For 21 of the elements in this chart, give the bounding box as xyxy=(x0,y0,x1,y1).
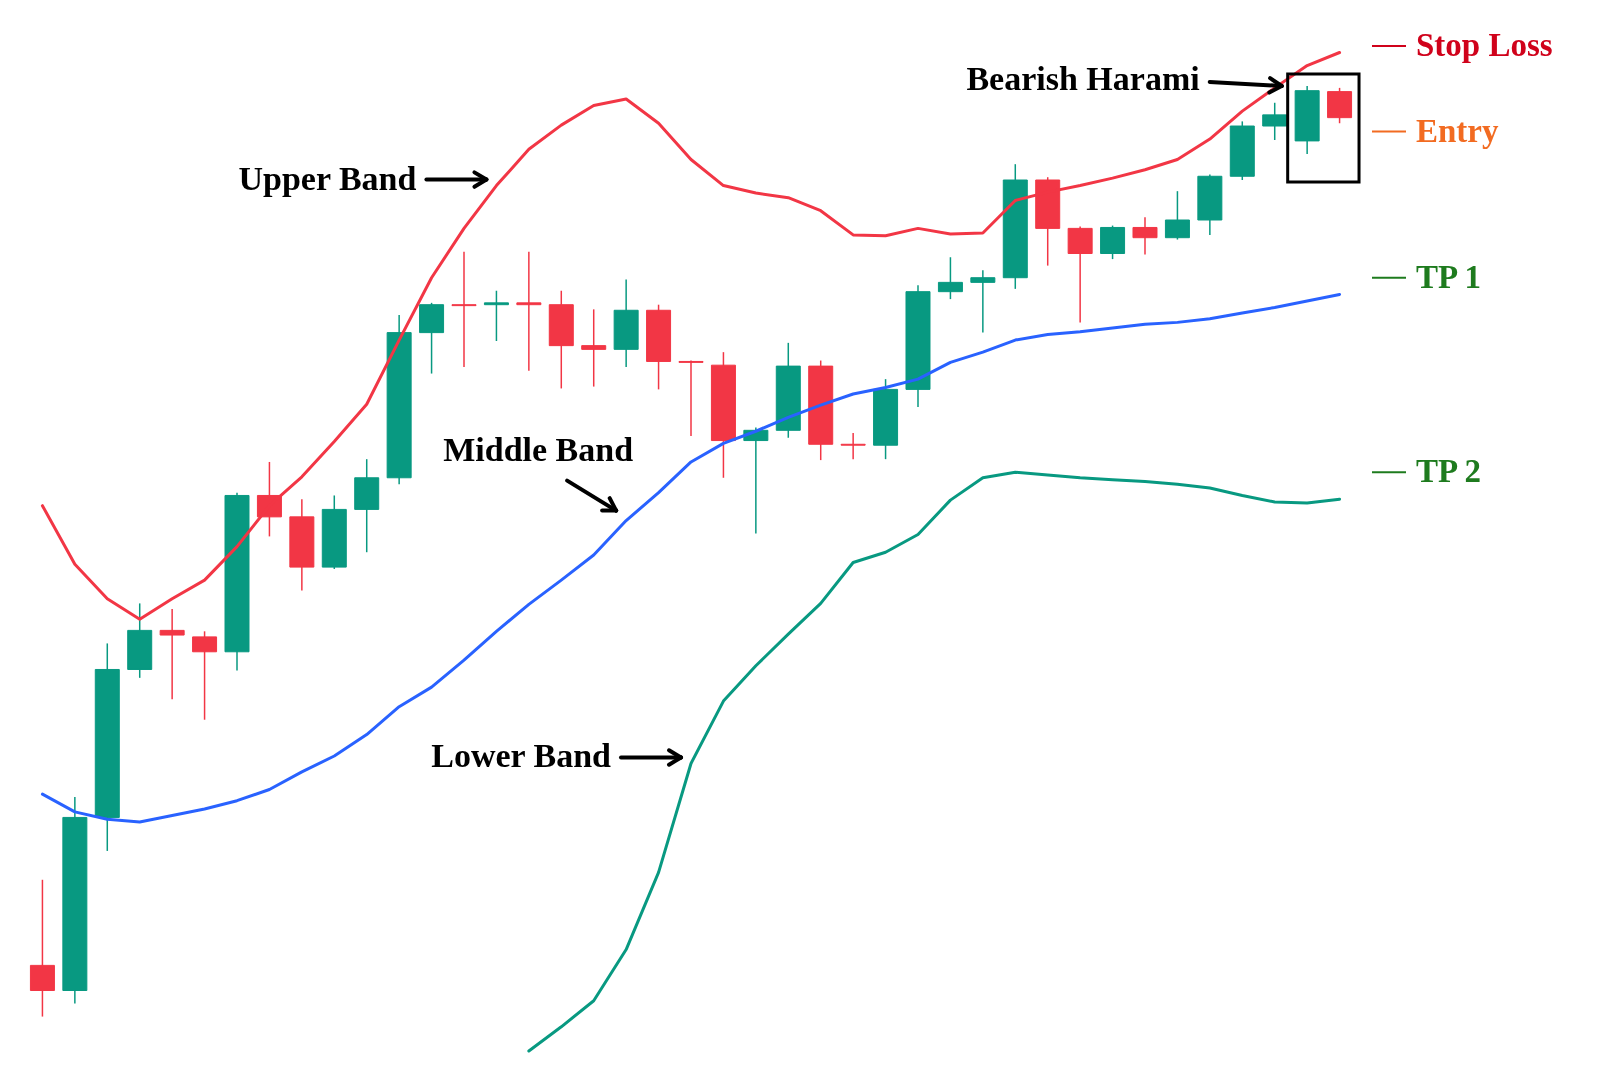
candlestick xyxy=(192,630,218,721)
candlestick xyxy=(937,256,963,300)
candlestick xyxy=(970,269,996,334)
annotation: Bearish Harami xyxy=(966,60,1200,98)
ref-line-label: Stop Loss xyxy=(1416,27,1553,63)
annotation: Upper Band xyxy=(238,159,417,197)
candlestick xyxy=(581,308,607,388)
candlestick xyxy=(159,608,185,700)
annotation: Middle Band xyxy=(443,430,634,468)
candlestick xyxy=(1164,190,1190,241)
annotation: Lower Band xyxy=(431,737,612,775)
candlestick xyxy=(516,250,542,372)
candlestick xyxy=(678,359,704,437)
candlestick xyxy=(1132,216,1158,256)
candlestick xyxy=(840,432,866,460)
candlestick xyxy=(483,289,509,342)
candlestick xyxy=(1262,102,1288,141)
ref-line-label: Entry xyxy=(1416,112,1499,149)
candlestick xyxy=(451,250,477,368)
ref-line-label: TP 1 xyxy=(1416,258,1482,295)
ref-line-label: TP 2 xyxy=(1416,453,1482,490)
